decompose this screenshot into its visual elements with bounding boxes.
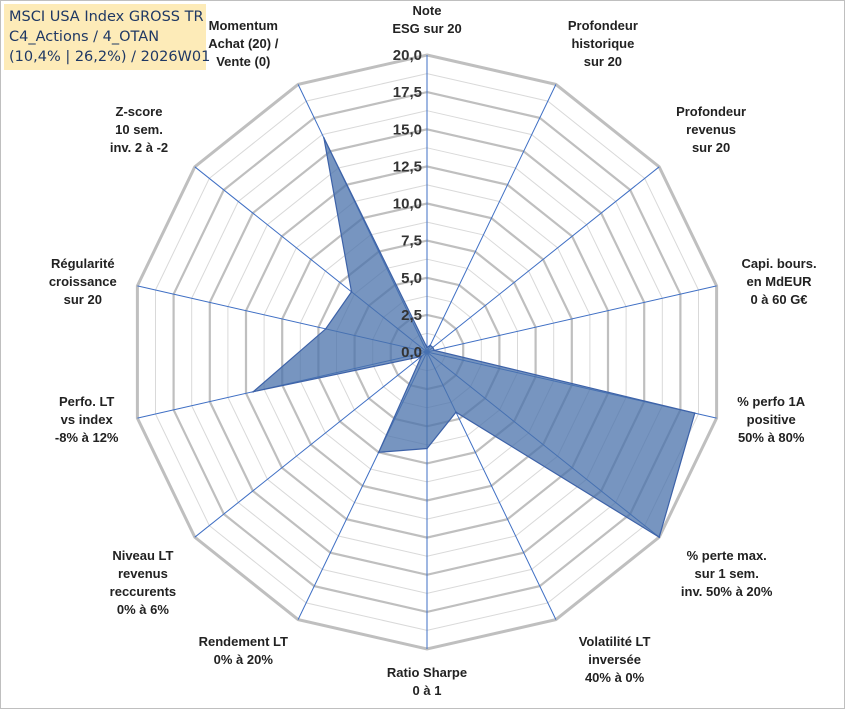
radial-tick-label: 0,0 [401, 344, 422, 361]
axis-label: % perfo 1A positive 50% à 80% [737, 394, 806, 445]
data-point [323, 137, 325, 139]
radial-tick-label: 10,0 [393, 196, 422, 213]
data-point [694, 412, 696, 414]
axis-label: Volatilité LT inversée 40% à 0% [579, 634, 651, 685]
axis-label: Perfo. LT vs index -8% à 12% [55, 394, 119, 445]
axis-label: Régularité croissance sur 20 [49, 256, 117, 307]
radial-tick-label: 2,5 [401, 307, 422, 324]
data-point [377, 451, 380, 454]
axis-label: % perte max. sur 1 sem. inv. 50% à 20% [681, 548, 773, 599]
data-point [420, 355, 423, 358]
axis-label: Note ESG sur 20 [392, 3, 461, 36]
data-point [429, 344, 432, 347]
data-point [433, 349, 436, 352]
axis-label: Momentum Achat (20) / Vente (0) [208, 18, 278, 69]
axis-label: Rendement LT 0% à 20% [199, 634, 288, 667]
data-point [426, 346, 428, 349]
radial-tick-label: 20,0 [393, 47, 422, 64]
radial-tick-label: 12,5 [393, 158, 422, 175]
data-point [455, 411, 457, 414]
data-point [426, 447, 428, 450]
data-point [252, 390, 255, 393]
axis-spoke [426, 166, 660, 353]
axis-label: Profondeur revenus sur 20 [676, 104, 746, 155]
data-point [324, 328, 327, 330]
radial-tick-label: 15,0 [393, 121, 422, 138]
chart-title-line: MSCI USA Index GROSS TR [9, 9, 204, 25]
data-point [432, 346, 434, 349]
series-area [251, 137, 696, 539]
chart-subtitle-line: (10,4% | 26,2%) / 2026W01 [9, 49, 211, 65]
data-point [658, 536, 660, 538]
chart-title-box: MSCI USA Index GROSS TR C4_Actions / 4_O… [4, 4, 211, 70]
axis-spoke [194, 351, 428, 538]
radial-tick-label: 7,5 [401, 233, 422, 250]
radial-tick-label: 5,0 [401, 270, 422, 287]
axis-label: Ratio Sharpe 0 à 1 [387, 665, 467, 698]
radial-tick-label: 17,5 [393, 84, 422, 101]
axis-label: Capi. bours. en MdEUR 0 à 60 G€ [741, 256, 816, 307]
data-point [350, 291, 353, 293]
axis-label: Niveau LT revenus reccurents 0% à 6% [110, 548, 176, 617]
axis-spoke [426, 84, 557, 353]
axis-spoke [426, 285, 717, 353]
axis-label: Profondeur historique sur 20 [568, 18, 638, 69]
chart-subtitle-line: C4_Actions / 4_OTAN [9, 29, 160, 45]
axis-label: Z-score 10 sem. inv. 2 à -2 [110, 104, 168, 155]
